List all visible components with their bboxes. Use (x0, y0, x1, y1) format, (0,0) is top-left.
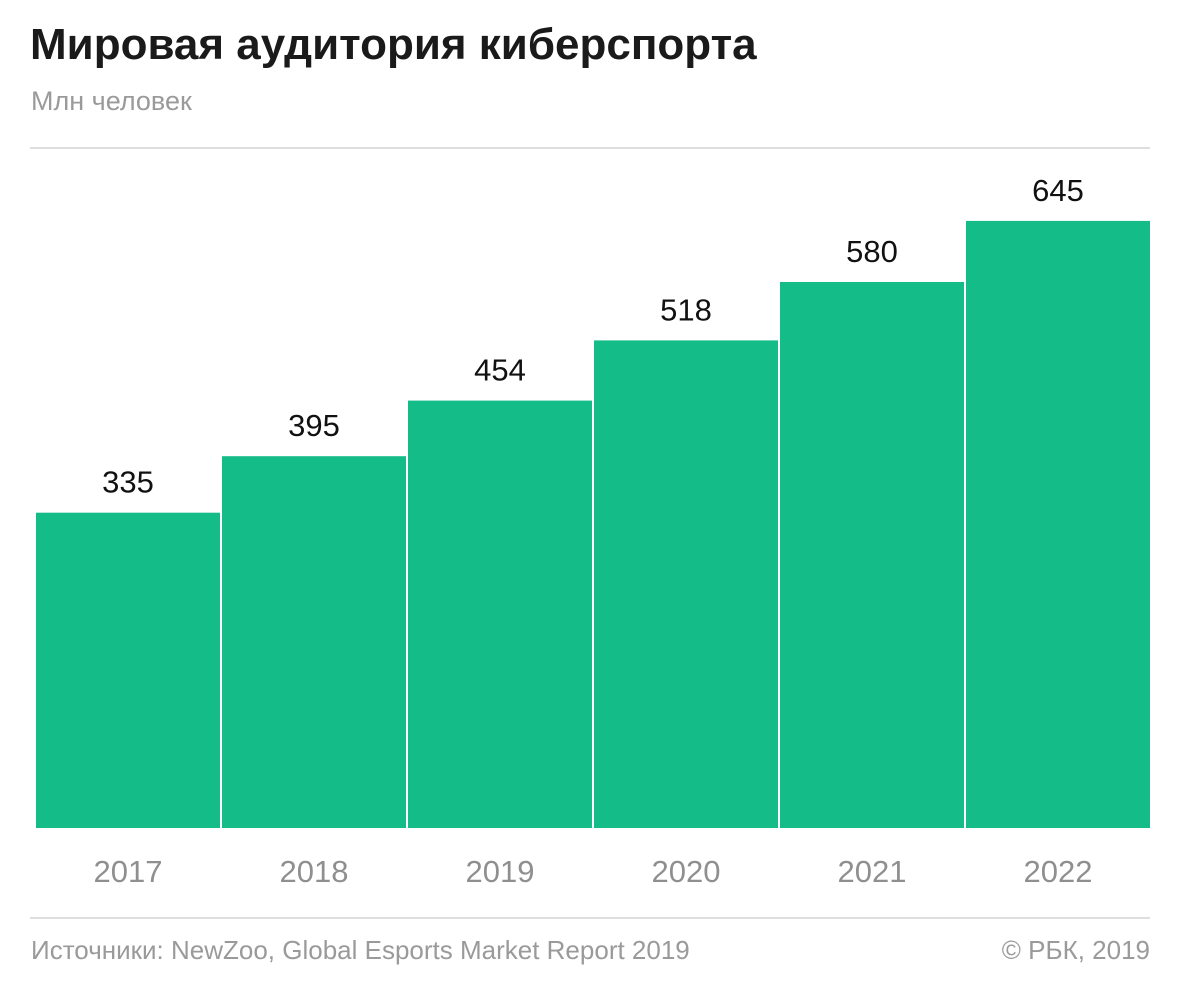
x-tick-label-2021: 2021 (838, 854, 907, 889)
bar-2022 (966, 220, 1150, 828)
value-label-2020: 518 (660, 292, 712, 327)
source-note: Источники: NewZoo, Global Esports Market… (31, 935, 690, 965)
bar-2020 (594, 340, 778, 828)
bar-2021 (780, 282, 964, 828)
value-label-2017: 335 (102, 465, 154, 500)
x-tick-label-2020: 2020 (652, 854, 721, 889)
bar-2017 (36, 512, 220, 828)
bar-2019 (408, 400, 592, 828)
x-tick-label-2017: 2017 (94, 854, 163, 889)
chart-subtitle: Млн человек (31, 86, 192, 116)
x-tick-label-2018: 2018 (280, 854, 349, 889)
bar-2018 (222, 456, 406, 828)
bar-chart: 335 2017 395 2018 454 2019 518 2020 580 2021 645 20… (36, 173, 1150, 889)
value-label-2021: 580 (846, 234, 898, 269)
chart-title: Мировая аудитория киберспорта (30, 20, 757, 69)
copyright-note: © РБК, 2019 (1001, 935, 1150, 965)
x-tick-label-2022: 2022 (1024, 854, 1093, 889)
value-label-2019: 454 (474, 353, 526, 388)
bottom-divider (30, 917, 1150, 919)
value-label-2022: 645 (1032, 173, 1084, 208)
value-label-2018: 395 (288, 408, 340, 443)
top-divider (30, 147, 1150, 149)
x-tick-label-2019: 2019 (466, 854, 535, 889)
